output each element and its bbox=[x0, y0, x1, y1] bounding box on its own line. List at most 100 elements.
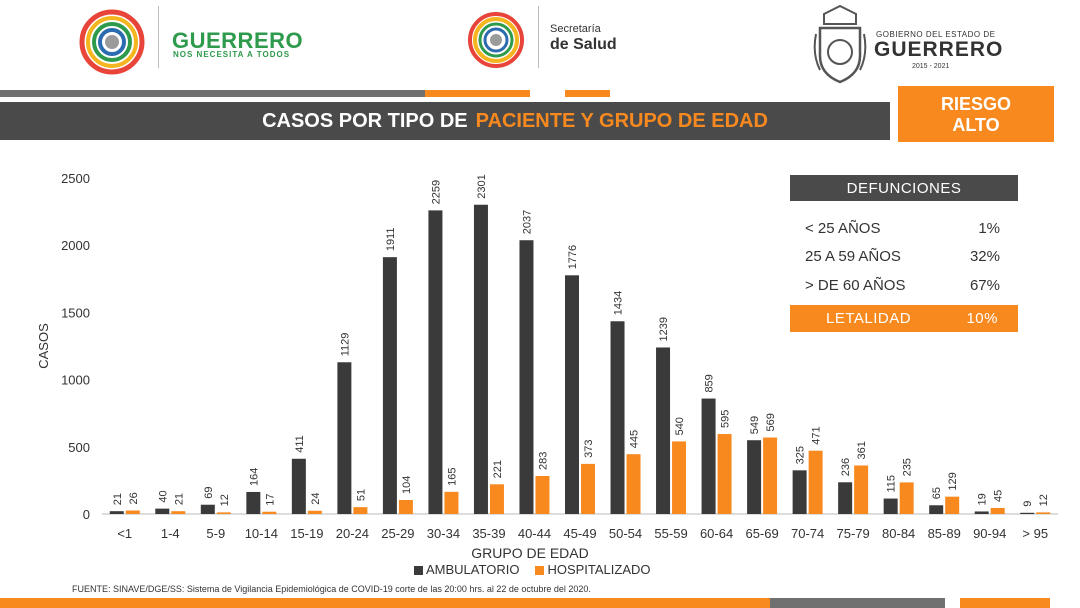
data-label: 569 bbox=[765, 413, 777, 431]
data-label: 12 bbox=[1038, 494, 1050, 506]
bar-hospitalizado bbox=[535, 475, 550, 514]
data-label: 12 bbox=[219, 494, 231, 506]
data-label: 361 bbox=[856, 441, 868, 459]
bar-ambulatorio bbox=[883, 498, 898, 514]
title-part2: PACIENTE Y GRUPO DE EDAD bbox=[475, 109, 768, 132]
source-note: FUENTE: SINAVE/DGE/SS: Sistema de Vigila… bbox=[72, 584, 591, 594]
x-tick-label: 70-74 bbox=[791, 526, 824, 541]
x-tick-label: 85-89 bbox=[928, 526, 961, 541]
data-label: 595 bbox=[720, 410, 732, 428]
data-label: 1434 bbox=[613, 291, 625, 315]
data-label: 65 bbox=[931, 487, 943, 499]
logo-salud-line1: Secretaría bbox=[550, 23, 601, 35]
bar-hospitalizado bbox=[854, 465, 869, 514]
bar-hospitalizado bbox=[808, 450, 823, 514]
bar-hospitalizado bbox=[672, 441, 687, 514]
bar-hospitalizado bbox=[216, 512, 231, 514]
data-label: 69 bbox=[203, 486, 215, 498]
data-label: 859 bbox=[704, 374, 716, 392]
data-label: 411 bbox=[294, 435, 306, 453]
bar-ambulatorio bbox=[792, 470, 807, 514]
risk-line1: RIESGO bbox=[940, 94, 1011, 114]
salud-logo-icon bbox=[468, 12, 524, 68]
x-tick-label: 35-39 bbox=[472, 526, 505, 541]
data-label: 40 bbox=[157, 490, 169, 502]
data-label: 1239 bbox=[658, 317, 670, 341]
risk-badge: RIESGO ALTO bbox=[896, 84, 1056, 144]
defunciones-row: 25 A 59 AÑOS 32% bbox=[805, 248, 1000, 265]
logo-gobierno-line3: 2015 - 2021 bbox=[912, 63, 950, 70]
letalidad-bar: LETALIDAD 10% bbox=[790, 305, 1018, 332]
bar-ambulatorio bbox=[155, 508, 170, 514]
bar-ambulatorio bbox=[200, 504, 215, 514]
data-label: 1129 bbox=[339, 333, 351, 357]
bar-ambulatorio bbox=[337, 362, 352, 514]
data-label: 2301 bbox=[476, 174, 488, 198]
data-label: 540 bbox=[674, 417, 686, 435]
bar-hospitalizado bbox=[489, 484, 504, 514]
header-stripe-orange-small bbox=[565, 90, 610, 97]
logo-guerrero-title: GUERRERO bbox=[172, 28, 304, 53]
x-tick-label: 55-59 bbox=[654, 526, 687, 541]
bar-ambulatorio bbox=[701, 398, 716, 514]
bar-ambulatorio bbox=[382, 257, 397, 514]
x-tick-label: 90-94 bbox=[973, 526, 1006, 541]
y-tick-label: 1500 bbox=[61, 305, 90, 320]
bar-hospitalizado bbox=[763, 437, 778, 514]
footer-stripe-orange-right bbox=[960, 598, 1050, 608]
bar-hospitalizado bbox=[990, 507, 1005, 514]
bar-hospitalizado bbox=[899, 482, 914, 514]
x-tick-label: 50-54 bbox=[609, 526, 642, 541]
defunciones-row-label: 25 A 59 AÑOS bbox=[805, 248, 901, 265]
bar-ambulatorio bbox=[428, 210, 443, 515]
data-label: 45 bbox=[993, 490, 1005, 502]
bar-hospitalizado bbox=[1036, 512, 1051, 514]
x-tick-label: 45-49 bbox=[563, 526, 596, 541]
x-tick-label: 80-84 bbox=[882, 526, 915, 541]
x-tick-label: 15-19 bbox=[290, 526, 323, 541]
bar-ambulatorio bbox=[838, 482, 853, 514]
x-tick-label: 25-29 bbox=[381, 526, 414, 541]
risk-line2: ALTO bbox=[952, 115, 1000, 135]
bar-hospitalizado bbox=[353, 507, 368, 514]
data-label: 325 bbox=[795, 446, 807, 464]
legend-swatch-ambulatorio bbox=[414, 566, 423, 576]
x-tick-label: 5-9 bbox=[206, 526, 225, 541]
logo-gobierno-line2: GUERRERO bbox=[874, 38, 1004, 61]
y-tick-label: 2000 bbox=[61, 238, 90, 253]
bar-ambulatorio bbox=[291, 458, 306, 514]
y-tick-label: 500 bbox=[68, 440, 90, 455]
defunciones-row-value: 32% bbox=[969, 248, 1000, 265]
x-tick-label: 40-44 bbox=[518, 526, 551, 541]
bar-ambulatorio bbox=[610, 321, 625, 514]
bar-ambulatorio bbox=[656, 347, 671, 514]
y-tick-label: 2500 bbox=[61, 171, 90, 186]
data-label: 51 bbox=[355, 489, 367, 501]
data-label: 1776 bbox=[567, 245, 579, 269]
data-label: 164 bbox=[248, 468, 260, 486]
bar-hospitalizado bbox=[717, 434, 732, 514]
bar-ambulatorio bbox=[929, 505, 944, 514]
bar-ambulatorio bbox=[473, 204, 488, 514]
data-label: 21 bbox=[173, 493, 185, 505]
page-title: CASOS POR TIPO DE PACIENTE Y GRUPO DE ED… bbox=[0, 102, 890, 140]
bar-ambulatorio bbox=[246, 491, 261, 514]
state-shield-icon bbox=[813, 4, 867, 84]
x-tick-label: 60-64 bbox=[700, 526, 733, 541]
bar-hospitalizado bbox=[307, 510, 322, 514]
chart-legend: AMBULATORIO HOSPITALIZADO bbox=[414, 562, 651, 577]
data-label: 283 bbox=[537, 452, 549, 470]
data-label: 165 bbox=[446, 467, 458, 485]
bar-hospitalizado bbox=[398, 500, 413, 514]
data-label: 2037 bbox=[521, 210, 533, 234]
bar-hospitalizado bbox=[444, 491, 459, 514]
data-label: 236 bbox=[840, 458, 852, 476]
data-label: 9 bbox=[1022, 501, 1034, 507]
defunciones-row: < 25 AÑOS 1% bbox=[805, 220, 1000, 237]
x-tick-label: 1-4 bbox=[161, 526, 180, 541]
logo-guerrero-subtitle: NOS NECESITA A TODOS bbox=[173, 50, 291, 59]
defunciones-row-label: < 25 AÑOS bbox=[805, 220, 881, 237]
data-label: 2259 bbox=[430, 180, 442, 204]
bar-ambulatorio bbox=[747, 440, 762, 514]
